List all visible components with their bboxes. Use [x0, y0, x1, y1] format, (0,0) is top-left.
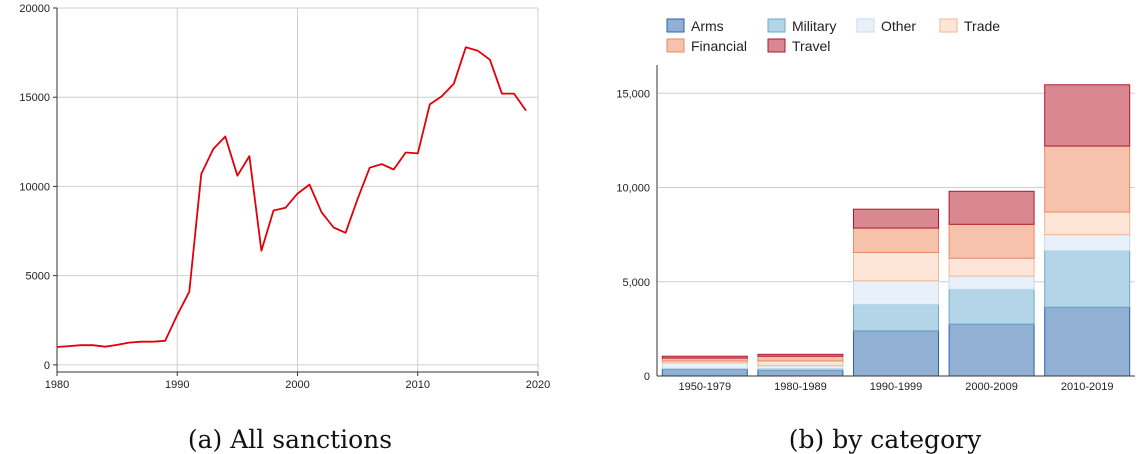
x-tick-label: 2020	[526, 379, 550, 391]
legend-label-arms: Arms	[691, 18, 724, 34]
bar-military-2010-2019	[1044, 250, 1131, 308]
y-tick-label: 10,000	[616, 183, 650, 195]
legend-swatch-financial	[666, 38, 685, 53]
x-tick-label: 2000	[285, 379, 309, 391]
series-line	[56, 46, 527, 348]
y-tick-label: 10000	[19, 181, 50, 193]
line-chart-all-sanctions: 1980 1990 2000 2010 2020 0 5000 10000 15000 20000	[19, 3, 550, 391]
legend-swatch-travel	[767, 38, 786, 53]
y-tick-label: 15,000	[616, 88, 650, 100]
legend-swatch-military	[767, 18, 786, 33]
caption-left: (a) All sanctions	[188, 425, 392, 454]
x-tick-label: 1980-1989	[774, 381, 827, 393]
bar-travel-1990-1999	[853, 208, 939, 229]
bar-financial-1990-1999	[853, 227, 939, 254]
legend-label-travel: Travel	[792, 38, 830, 54]
legend-label-other: Other	[881, 18, 916, 34]
bar-military-1990-1999	[853, 303, 939, 332]
x-tick-label: 2010	[406, 379, 430, 391]
x-tick-label: 2000-2009	[965, 381, 1018, 393]
bar-financial-2000-2009	[948, 223, 1035, 259]
bar-travel-2000-2009	[948, 190, 1035, 225]
bar-arms-1950-1979	[661, 368, 748, 377]
stacked-bar-chart-by-category: 0 5,000 10,000 15,000 1950-1979 1980-1989 1990…	[616, 18, 1135, 393]
bar-trade-2000-2009	[948, 257, 1035, 277]
x-tick-label: 1990	[165, 379, 189, 391]
legend-label-military: Military	[792, 18, 836, 34]
legend-label-trade: Trade	[964, 18, 1000, 34]
bar-trade-1990-1999	[853, 252, 939, 282]
bar-travel-1950-1979	[661, 355, 748, 359]
x-tick-label: 1950-1979	[678, 381, 731, 393]
x-tick-label: 2010-2019	[1061, 381, 1114, 393]
bar-arms-1980-1989	[757, 369, 844, 377]
bar-other-2000-2009	[948, 275, 1035, 290]
bar-other-1990-1999	[853, 280, 939, 305]
bar-financial-2010-2019	[1044, 145, 1131, 213]
bar-trade-1980-1989	[757, 360, 844, 367]
y-tick-label: 5000	[26, 271, 50, 283]
y-tick-label: 0	[644, 371, 650, 383]
x-tick-label: 1980	[45, 379, 69, 391]
y-tick-label: 20000	[19, 3, 50, 15]
x-tick-label: 1990-1999	[870, 381, 923, 393]
bar-financial-1980-1989	[757, 355, 844, 362]
bar-arms-1990-1999	[853, 330, 939, 377]
caption-right: (b) by category	[789, 425, 982, 454]
bar-military-2000-2009	[948, 288, 1035, 325]
bar-arms-2010-2019	[1044, 306, 1131, 377]
legend-label-financial: Financial	[691, 38, 747, 54]
bar-arms-2000-2009	[948, 323, 1035, 377]
bar-travel-1980-1989	[757, 353, 844, 357]
legend-swatch-arms	[666, 18, 685, 33]
bar-trade-2010-2019	[1044, 211, 1131, 236]
legend-swatch-trade	[939, 18, 958, 33]
y-tick-label: 15000	[19, 92, 50, 104]
bar-other-2010-2019	[1044, 234, 1131, 252]
y-tick-label: 0	[44, 360, 50, 372]
bar-travel-2010-2019	[1044, 84, 1131, 147]
bar-other-1950-1979	[661, 362, 748, 369]
y-tick-label: 5,000	[622, 277, 650, 289]
legend-swatch-other	[856, 18, 875, 33]
